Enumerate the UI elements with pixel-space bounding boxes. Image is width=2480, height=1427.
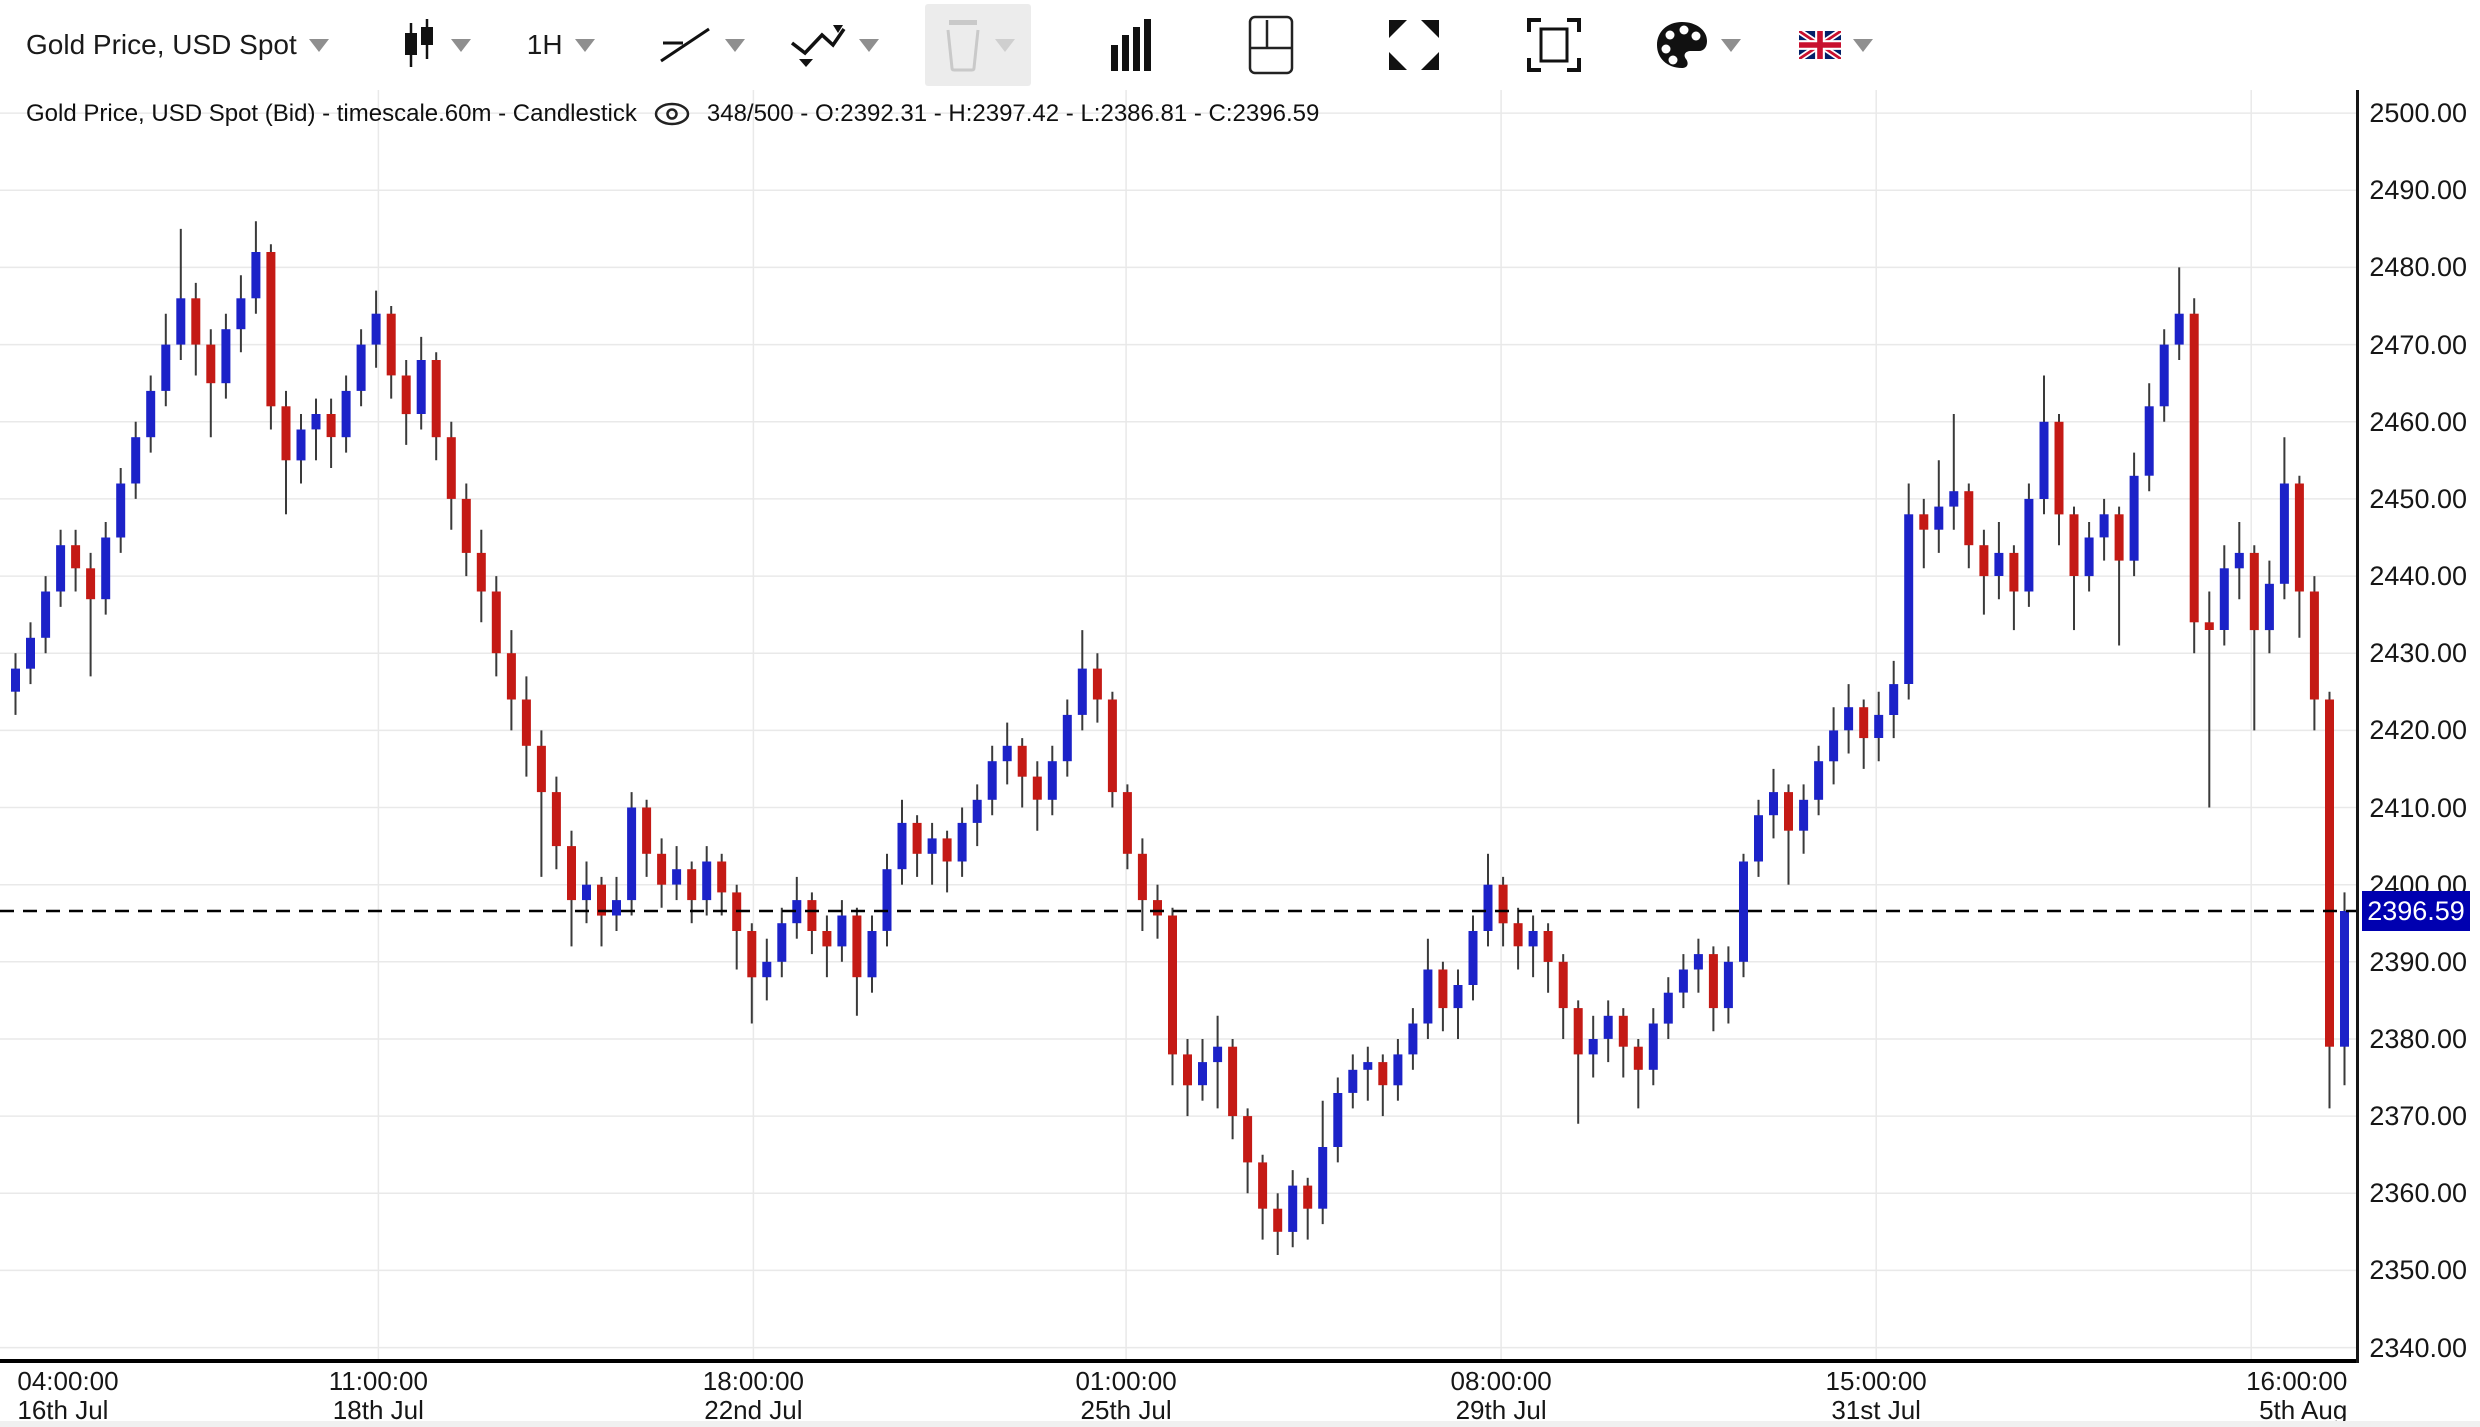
x-axis-label: 08:00:00 29th Jul [1450, 1366, 1552, 1425]
chart-title-ohlc: 348/500 - O:2392.31 - H:2397.42 - L:2386… [706, 100, 1320, 127]
toolbar: Gold Price, USD Spot 1H [0, 0, 2480, 91]
chevron-down-icon [308, 38, 329, 52]
y-axis-tick: 2460.00 [2369, 406, 2467, 437]
split-window-icon [1247, 14, 1295, 76]
y-axis-tick: 2490.00 [2369, 175, 2467, 206]
y-axis-tick: 2500.00 [2369, 98, 2467, 129]
eye-icon[interactable] [653, 101, 691, 127]
chevron-down-icon [450, 38, 471, 52]
symbol-selector[interactable]: Gold Price, USD Spot [26, 29, 329, 61]
x-axis[interactable]: 04:00:00 16th Jul 11:00:00 18th Jul 18:00:00… [0, 1363, 2356, 1427]
y-axis-tick: 2350.00 [2369, 1255, 2467, 1286]
x-axis-label: 11:00:00 18th Jul [328, 1366, 428, 1425]
chevron-down-icon [1852, 38, 1873, 52]
bottom-strip [0, 1421, 2480, 1427]
fullscreen-frame-button[interactable] [1526, 18, 1581, 72]
theme-palette-selector[interactable] [1655, 20, 1741, 70]
bar-chart-icon [1109, 19, 1155, 71]
delete-drawings-button[interactable] [924, 4, 1031, 86]
y-axis-tick: 2340.00 [2369, 1332, 2467, 1363]
y-axis-tick: 2470.00 [2369, 329, 2467, 360]
y-axis-tick: 2440.00 [2369, 561, 2467, 592]
y-axis-tick: 2410.00 [2369, 792, 2467, 823]
y-axis[interactable]: 2500.00 2490.00 2480.00 2470.00 2460.00 2450.… [2356, 90, 2480, 1363]
x-axis-label: 18:00:00 22nd Jul [702, 1366, 804, 1425]
indicator-tool[interactable] [789, 21, 879, 69]
chart-title-instrument: Gold Price, USD Spot (Bid) - timescale.6… [26, 100, 637, 127]
y-axis-tick: 2430.00 [2369, 638, 2467, 669]
y-axis-tick: 2420.00 [2369, 715, 2467, 746]
x-axis-label: 15:00:00 31st Jul [1825, 1366, 1927, 1425]
chevron-down-icon [574, 38, 595, 52]
trendline-icon [657, 23, 713, 67]
volume-bars-button[interactable] [1109, 19, 1155, 71]
y-axis-tick: 2450.00 [2369, 483, 2467, 514]
chevron-down-icon [994, 38, 1015, 52]
candlestick-icon [399, 19, 439, 71]
chevron-down-icon [1720, 38, 1741, 52]
chevron-down-icon [724, 38, 745, 52]
timeframe-label: 1H [526, 29, 563, 60]
expand-button[interactable] [1387, 18, 1441, 72]
chart-type-selector[interactable] [399, 19, 471, 71]
trendline-tool[interactable] [657, 23, 745, 67]
expand-arrows-icon [1387, 18, 1441, 72]
y-axis-tick: 2390.00 [2369, 946, 2467, 977]
candlestick-plot[interactable] [0, 90, 2356, 1363]
frame-icon [1526, 18, 1581, 72]
y-axis-tick: 2380.00 [2369, 1023, 2467, 1054]
y-axis-tick: 2480.00 [2369, 252, 2467, 283]
y-axis-tick: 2370.00 [2369, 1101, 2467, 1132]
uk-flag-icon [1798, 31, 1841, 59]
layout-button[interactable] [1247, 14, 1295, 76]
x-axis-label: 04:00:00 16th Jul [17, 1366, 119, 1425]
indicator-zigzag-icon [789, 21, 847, 69]
x-axis-label: 01:00:00 25th Jul [1075, 1366, 1177, 1425]
last-price-badge: 2396.59 [2362, 890, 2470, 931]
chevron-down-icon [858, 38, 879, 52]
palette-icon [1655, 20, 1709, 70]
x-axis-label: 16:00:00 5th Aug [2246, 1366, 2348, 1425]
y-axis-tick: 2360.00 [2369, 1178, 2467, 1209]
trash-icon [941, 18, 985, 72]
symbol-label: Gold Price, USD Spot [26, 29, 297, 60]
language-selector[interactable] [1798, 31, 1873, 59]
chart-area: Gold Price, USD Spot (Bid) - timescale.6… [0, 90, 2480, 1427]
chart-title: Gold Price, USD Spot (Bid) - timescale.6… [26, 100, 1319, 128]
timeframe-selector[interactable]: 1H [527, 29, 595, 61]
